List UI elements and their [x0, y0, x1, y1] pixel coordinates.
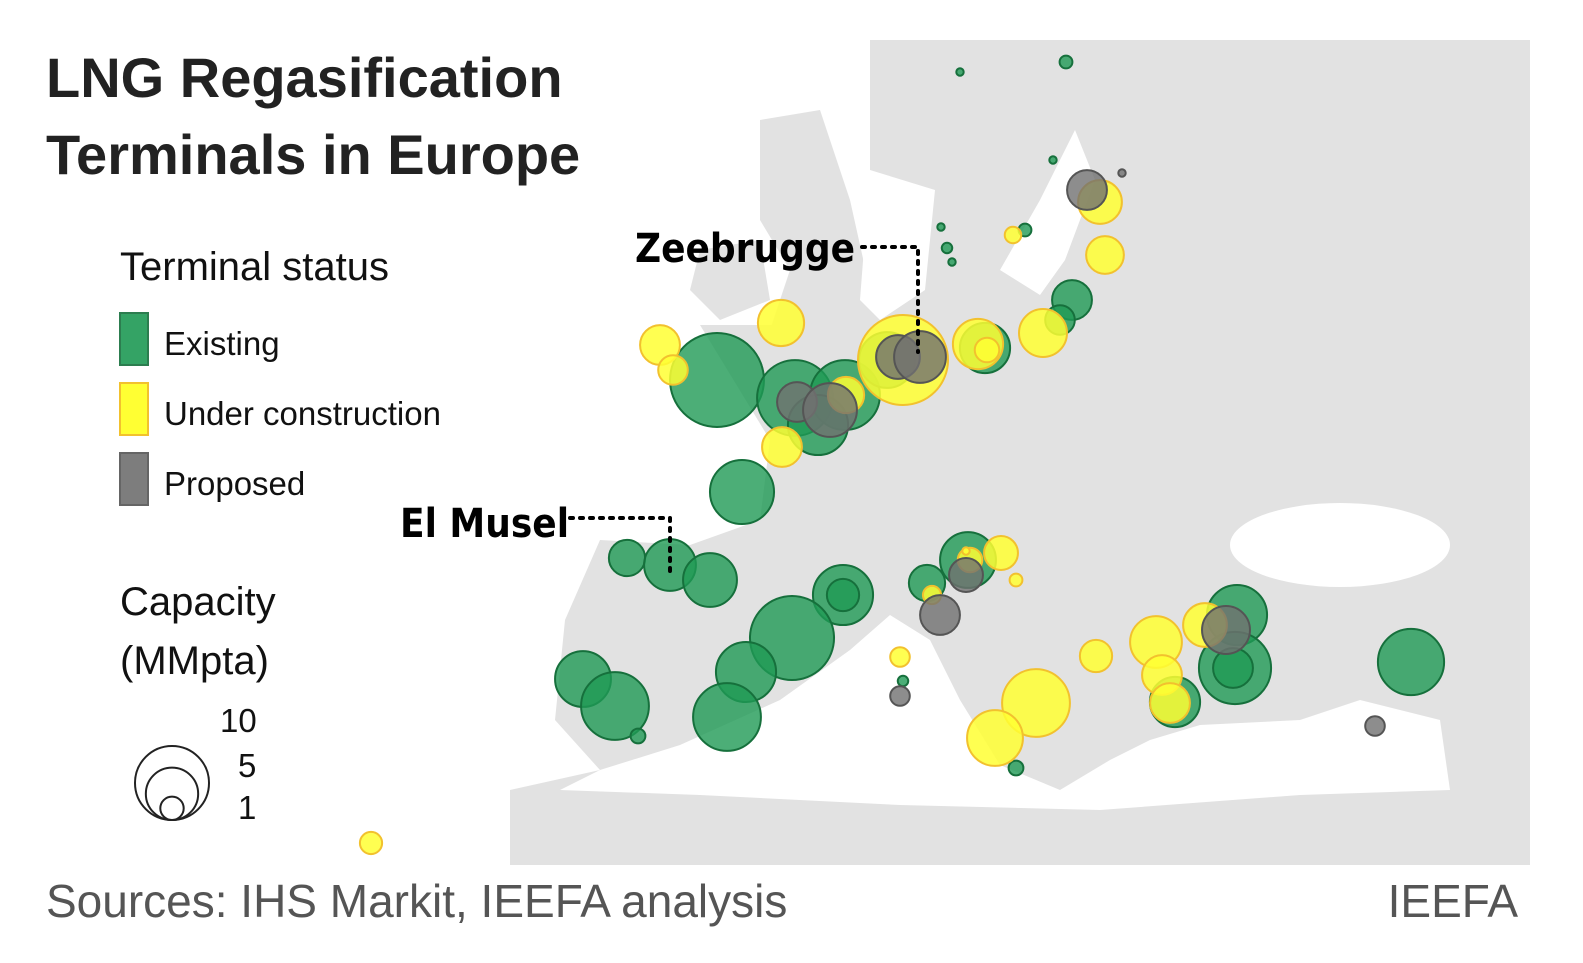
terminal-bubble	[708, 458, 776, 526]
terminal-bubble	[1008, 572, 1024, 588]
annotation: El Musel	[400, 501, 569, 547]
size-legend-circle	[159, 795, 185, 821]
size-legend-label: 10	[220, 702, 257, 739]
terminal-bubble	[940, 241, 954, 255]
size-legend-circle	[134, 745, 210, 821]
legend-label: Existing	[164, 325, 280, 362]
credit: IEEFA	[1388, 875, 1519, 927]
terminal-bubble	[896, 674, 910, 688]
terminal-bubble	[1001, 668, 1071, 738]
terminal-bubble	[1007, 759, 1025, 777]
legend-swatch	[119, 382, 149, 436]
terminal-bubble	[1078, 638, 1114, 674]
terminal-bubble	[966, 709, 1024, 767]
baltic	[1000, 130, 1095, 295]
title: Terminals in Europe	[46, 123, 580, 186]
size-legend-circle	[144, 766, 200, 821]
mediterranean	[560, 615, 1450, 810]
terminal-bubble	[1058, 54, 1074, 70]
terminal-bubble	[629, 727, 647, 745]
terminals	[358, 54, 1446, 856]
terminal-bubble	[1201, 605, 1251, 655]
terminal-bubble	[1003, 225, 1023, 245]
terminal-bubble	[961, 546, 971, 556]
legend-label: Under construction	[164, 395, 441, 432]
terminal-bubble	[1085, 235, 1125, 275]
terminal-bubble	[889, 685, 911, 707]
terminal-bubble	[580, 671, 650, 741]
terminal-bubble	[1376, 627, 1446, 697]
legend-title: Terminal status	[120, 245, 389, 289]
terminal-bubble	[1364, 715, 1386, 737]
terminal-bubble	[893, 330, 947, 384]
terminal-bubble	[955, 67, 965, 77]
terminal-bubble	[825, 577, 861, 613]
terminal-bubble	[889, 646, 911, 668]
terminal-bubble	[1149, 682, 1191, 724]
legend-label: Proposed	[164, 465, 305, 502]
terminal-bubble	[1066, 169, 1108, 211]
terminal-bubble	[358, 830, 384, 856]
terminal-bubble	[761, 426, 803, 468]
title: LNG Regasification	[46, 46, 563, 109]
terminal-bubble	[802, 382, 858, 438]
terminal-bubble	[1048, 155, 1058, 165]
terminal-bubble	[936, 222, 946, 232]
annotation: Zeebrugge	[635, 226, 855, 272]
terminal-bubble	[657, 354, 689, 386]
terminal-bubble	[948, 557, 984, 593]
size-legend-title: (MMpta)	[120, 639, 269, 683]
black-sea	[1230, 503, 1450, 587]
britain	[760, 110, 870, 350]
terminal-bubble	[947, 257, 957, 267]
leader-line	[568, 516, 672, 574]
terminal-bubble	[1212, 647, 1254, 689]
terminal-bubble	[756, 298, 806, 348]
source: Sources: IHS Markit, IEEFA analysis	[46, 875, 787, 927]
terminal-bubble	[983, 535, 1019, 571]
size-legend-label: 5	[238, 747, 256, 784]
terminal-bubble	[692, 682, 762, 752]
size-legend-label: 1	[238, 789, 256, 826]
size-legend-title: Capacity	[120, 580, 276, 624]
terminal-bubble	[607, 538, 647, 578]
legend-swatch	[119, 452, 149, 506]
ireland	[690, 240, 770, 320]
terminal-bubble	[1018, 308, 1068, 358]
terminal-bubble	[682, 552, 738, 608]
leader-line	[860, 245, 920, 354]
terminal-bubble	[919, 594, 961, 636]
legend-swatch	[119, 312, 149, 366]
terminal-bubble	[973, 336, 1001, 364]
terminal-bubble	[1117, 168, 1127, 178]
